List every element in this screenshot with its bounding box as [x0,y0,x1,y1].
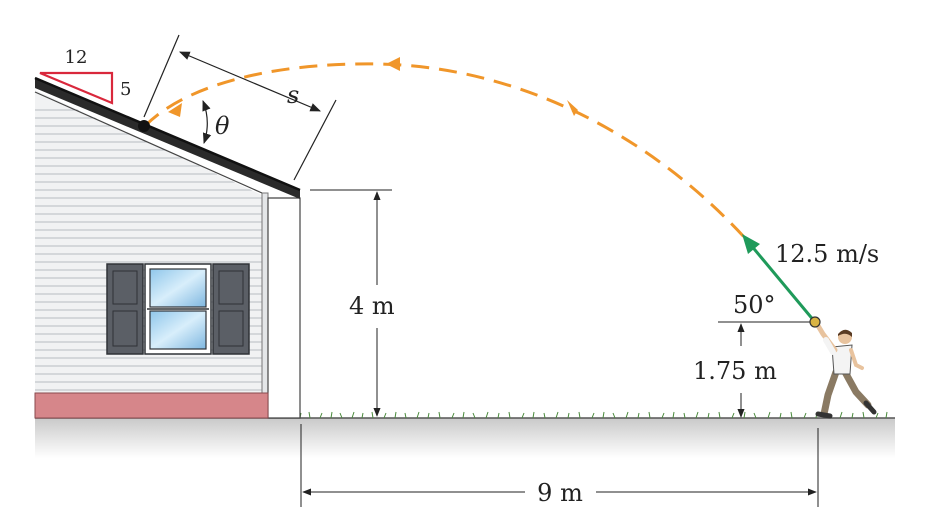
speed-label: 12.5 m/s [775,240,879,268]
roof [35,78,300,199]
launch-height-label: 1.75 m [693,357,777,385]
slope-run-label: 12 [65,47,88,68]
velocity-vector [742,234,817,323]
distance-s-label: s [287,81,299,109]
right-shutter [212,263,250,355]
house [34,76,301,419]
ball [809,316,821,328]
window [106,263,250,355]
foundation [34,392,269,419]
grass [267,411,888,419]
launch-angle-label: 50° [733,291,776,319]
trajectory-arrow-end [168,103,182,117]
eave-height-label: 4 m [349,292,395,320]
dimension-4m [310,189,392,417]
horizontal-distance-label: 9 m [537,479,583,507]
slope-rise-label: 5 [120,79,131,100]
trajectory-arrow-top [386,57,400,71]
corner-trim [261,192,269,394]
thrower-figure [809,316,877,419]
slope-triangle: 12 5 [39,47,131,105]
impact-point [138,120,150,132]
left-shutter [106,263,144,355]
trajectory-arrow-mid [567,100,578,116]
theta-label: θ [215,112,230,140]
dimension-9m [300,424,819,507]
theta-arc [202,99,212,145]
trajectory [143,57,747,240]
dimension-s [143,34,337,181]
ground [35,411,895,458]
house-side-wall [267,197,301,419]
